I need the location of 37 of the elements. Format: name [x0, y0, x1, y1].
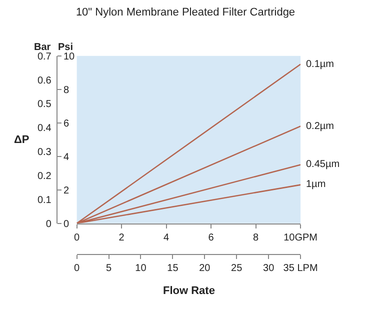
- y-tick-label: 4: [63, 152, 70, 163]
- y2-tick-label: 0.4: [37, 123, 52, 134]
- x-tick-label: 8: [253, 232, 260, 244]
- x-tick-label: 4: [164, 232, 170, 244]
- x2-tick-label: 35 LPM: [283, 262, 318, 274]
- chart-title: 10" Nylon Membrane Pleated Filter Cartridge: [76, 6, 296, 19]
- x2-tick-label: 10: [135, 262, 147, 274]
- y2-tick-label: 0: [46, 218, 52, 230]
- y2-tick-label: 0.2: [37, 170, 52, 182]
- x2-tick-label: 25: [231, 262, 243, 274]
- x-tick-label: 2: [118, 232, 125, 244]
- y2-tick-label: 0.6: [37, 75, 52, 86]
- x2-tick-label: 15: [167, 262, 179, 274]
- y2-tick-label: 0.1: [37, 194, 52, 206]
- y2-tick-label: 0.3: [37, 147, 52, 158]
- x-tick-label: 0: [74, 232, 80, 244]
- x2-tick-label: 30: [263, 262, 275, 274]
- series-label: 1µm: [306, 179, 326, 190]
- x-tick-label: 6: [208, 232, 214, 244]
- y-tick-label: 0: [63, 218, 70, 230]
- y2-axis-title: Bar: [34, 42, 51, 53]
- x2-tick-label: 5: [106, 262, 112, 274]
- x-tick-label: 10GPM: [284, 232, 318, 244]
- series-label: 0.2µm: [306, 121, 334, 132]
- y-tick-label: 6: [63, 118, 70, 130]
- y2-tick-label: 0.5: [37, 99, 52, 110]
- y-axis-title: Psi: [58, 42, 74, 53]
- x-axis-title: Flow Rate: [163, 285, 215, 297]
- text: ΔP: [14, 134, 30, 146]
- y-tick-label: 8: [63, 84, 70, 96]
- x2-tick-label: 20: [199, 262, 211, 274]
- y-tick-label: 2: [63, 185, 70, 196]
- y-tick-label: 10: [63, 51, 76, 62]
- series-label: 0.1µm: [306, 59, 334, 70]
- y2-tick-label: 0.7: [37, 51, 52, 62]
- x2-tick-label: 0: [74, 262, 80, 274]
- series-label: 0.45µm: [306, 159, 340, 170]
